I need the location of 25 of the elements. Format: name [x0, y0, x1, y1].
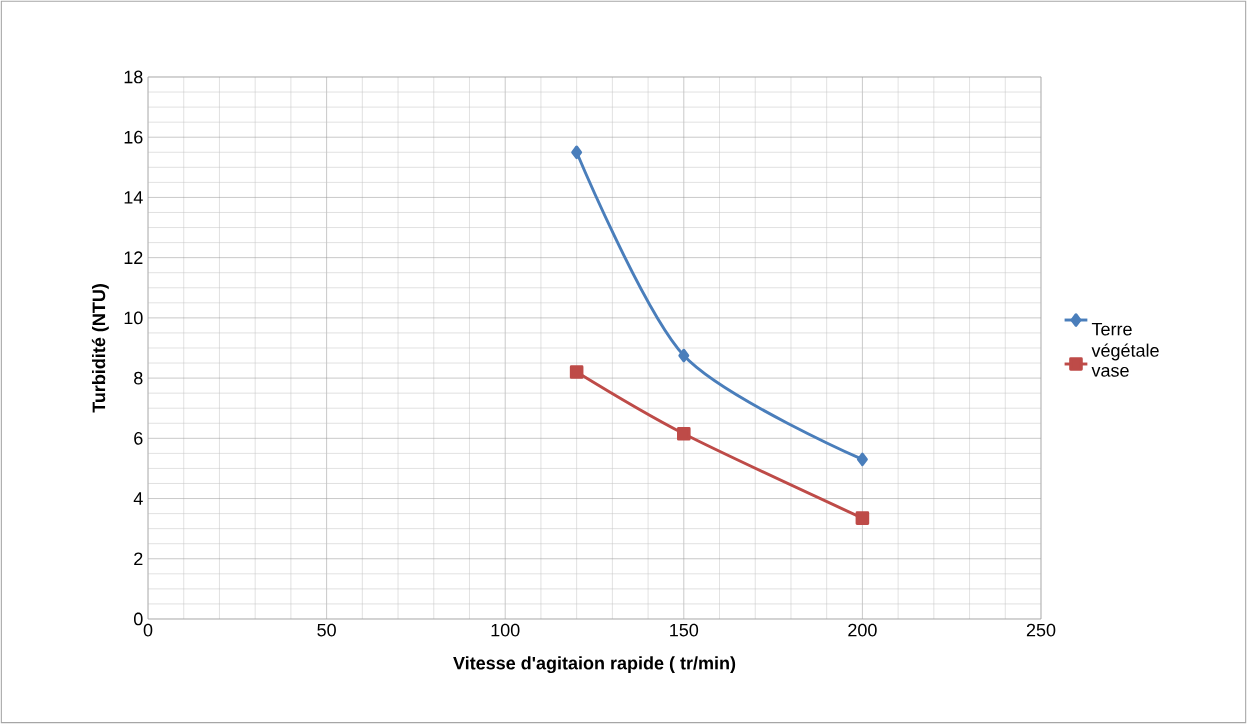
- x-tick-label: 50: [317, 623, 336, 637]
- x-tick-label: 250: [1026, 623, 1056, 637]
- x-axis-title: Vitesse d'agitaion rapide ( tr/min): [453, 656, 736, 674]
- y-tick-label: 6: [134, 431, 143, 445]
- x-tick-label: 200: [848, 623, 877, 637]
- y-axis-title: Turbidité (NTU): [91, 284, 109, 413]
- y-tick-label: 8: [134, 371, 143, 385]
- legend-label: vase: [1091, 366, 1129, 377]
- y-tick-label: 18: [124, 70, 143, 84]
- x-tick-label: 100: [491, 623, 520, 637]
- point: [856, 452, 868, 467]
- point: [678, 348, 690, 363]
- y-tick-label: 4: [133, 492, 143, 505]
- y-tick-label: 0: [134, 612, 143, 626]
- point: [569, 365, 584, 379]
- y-tick-label: 2: [134, 552, 143, 566]
- y-tick-label: 10: [124, 311, 143, 325]
- y-tick-label: 14: [124, 191, 143, 204]
- point: [677, 427, 691, 441]
- x-tick-label: 0: [143, 623, 153, 637]
- y-tick-label: 12: [124, 251, 143, 264]
- point: [571, 145, 583, 160]
- point: [855, 511, 870, 525]
- y-tick-label: 16: [124, 130, 143, 144]
- x-tick-label: 150: [670, 623, 699, 637]
